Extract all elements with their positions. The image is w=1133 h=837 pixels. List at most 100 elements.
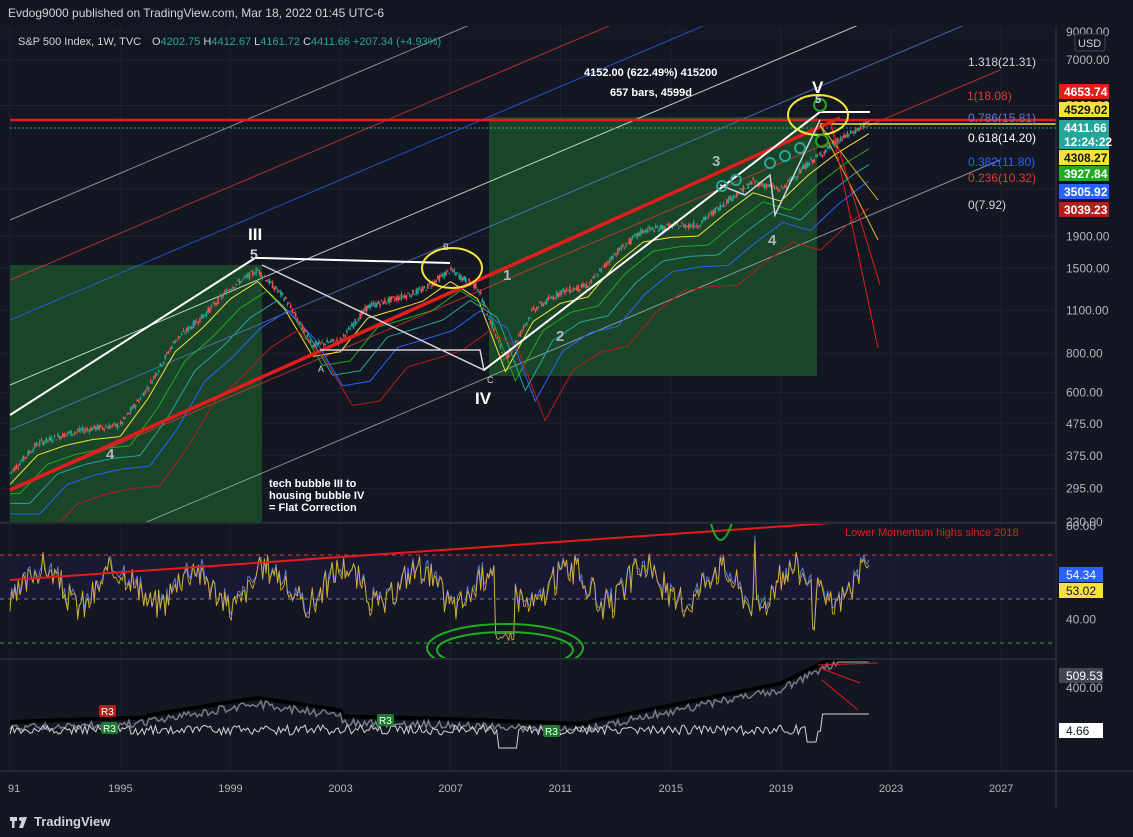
candle-body: [785, 185, 788, 188]
candle-body: [529, 317, 532, 319]
measure-line2: 657 bars, 4599d: [610, 87, 692, 99]
momentum-trendline: [9, 524, 832, 581]
candle-body: [53, 435, 56, 437]
fib-level-label: 0.618(14.20): [968, 131, 1036, 145]
candle-body: [367, 304, 370, 309]
candle-body: [735, 192, 738, 197]
candle-body: [116, 424, 119, 429]
candle-body: [836, 139, 839, 145]
candle-body: [446, 270, 449, 271]
zone-right: [489, 117, 817, 376]
candle-body: [709, 212, 712, 214]
time-axis[interactable]: 91 1995 1999 2003 2007 2011 2015 2019 2023 2027: [8, 783, 1013, 795]
r3-marker: [99, 705, 116, 717]
time-tick: 1999: [218, 783, 242, 795]
footer: TradingView: [0, 808, 1133, 837]
moving-average-line: [10, 148, 870, 495]
moving-average-line: [9, 133, 870, 485]
candle-body: [293, 312, 295, 314]
fib-channel-line: [9, 26, 610, 281]
fib-channel-line: [9, 26, 469, 221]
candle-body: [12, 469, 15, 471]
candle-body: [291, 310, 294, 313]
candle-body: [863, 122, 865, 129]
candle-body: [319, 342, 322, 344]
rsi-badge-text: 54.34: [1066, 568, 1096, 582]
candle-body: [631, 236, 634, 239]
candle-body: [577, 285, 579, 291]
candle-body: [760, 181, 763, 185]
candle-body: [749, 182, 751, 185]
candle-body: [230, 289, 233, 291]
projection-yellow: [819, 124, 879, 201]
candle-body: [628, 238, 631, 244]
candle-body: [242, 278, 244, 280]
candle-body: [387, 298, 390, 303]
candle-body: [197, 322, 200, 324]
candle-body: [545, 298, 548, 304]
candle-body: [635, 233, 637, 236]
candle-body: [374, 302, 376, 308]
candle-body: [152, 376, 155, 379]
candle-body: [62, 433, 64, 438]
candle-body: [834, 139, 837, 146]
candle-body: [194, 320, 196, 326]
candle-body: [104, 426, 107, 428]
candle-body: [450, 267, 452, 270]
candle-body: [702, 217, 705, 221]
candle-body: [347, 327, 350, 329]
candle-body: [185, 328, 188, 332]
candle-body: [365, 305, 368, 312]
candle-body: [436, 276, 439, 279]
candle-body: [504, 357, 507, 359]
candle-body: [684, 225, 687, 228]
candle-body: [578, 289, 581, 291]
candle-body: [762, 184, 764, 187]
flat-correction-note: tech bubble III to housing bubble IV = F…: [269, 478, 365, 514]
candle-body: [763, 184, 766, 189]
candle-body: [113, 422, 115, 424]
candle-body: [453, 269, 456, 273]
candle-body: [592, 277, 594, 278]
candle-body: [33, 443, 36, 448]
candle-body: [199, 317, 201, 323]
rsi-badge-text: 53.02: [1066, 584, 1096, 598]
indicator-white-line: [9, 713, 869, 749]
candle-body: [359, 313, 361, 320]
currency-button[interactable]: [1074, 33, 1106, 52]
candle-body: [664, 228, 667, 230]
candle-body: [719, 204, 721, 210]
candle-body: [108, 424, 110, 430]
candle-body: [711, 211, 713, 215]
candle-body: [706, 217, 708, 219]
momentum-note: Lower Momentum highs since 2018: [845, 527, 1019, 539]
candle-body: [572, 288, 574, 291]
ohlc-value: 4202.75: [161, 36, 201, 48]
candle-body: [795, 178, 797, 180]
price-badge-text: 3505.92: [1064, 185, 1108, 199]
candle-body: [402, 295, 404, 297]
ohlc-change: +207.34 (+4.93%): [350, 36, 441, 48]
candle-body: [351, 323, 353, 327]
time-tick: 91: [8, 783, 20, 795]
candle-body: [740, 189, 743, 191]
candle-body: [856, 128, 859, 131]
highlight-ellipse-V: [787, 94, 849, 136]
wave-circle: [730, 174, 742, 186]
candle-body: [389, 297, 391, 303]
candle-body: [352, 323, 355, 328]
candle-body: [542, 303, 545, 306]
candle-body: [326, 340, 328, 343]
candle-body: [48, 437, 51, 440]
candle-body: [739, 188, 741, 190]
note-line: = Flat Correction: [269, 502, 357, 514]
candle-body: [147, 388, 150, 390]
candle-body: [526, 322, 528, 325]
candle-body: [825, 149, 827, 153]
r3-markers: R3 R3 R3 R3: [99, 705, 560, 738]
candle-body: [73, 432, 76, 434]
candle-body: [209, 307, 211, 313]
candle-body: [593, 276, 596, 278]
candle-body: [50, 437, 53, 442]
